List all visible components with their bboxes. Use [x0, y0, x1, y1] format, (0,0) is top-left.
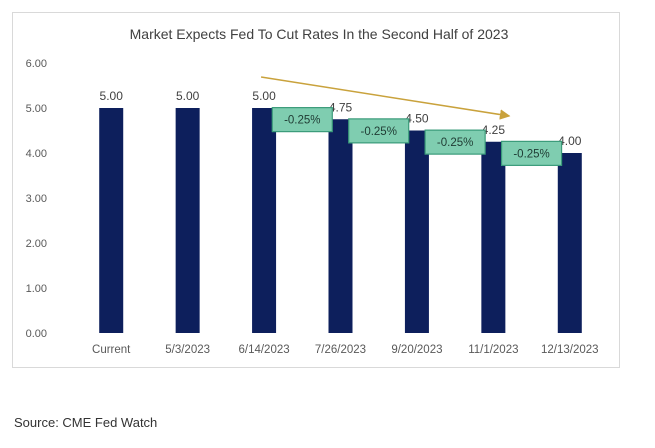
annotation-box — [348, 118, 410, 144]
x-tick-label: 11/1/2023 — [468, 344, 518, 356]
bar — [481, 141, 506, 333]
y-tick-label: 3.00 — [26, 193, 47, 205]
x-tick-label: Current — [92, 344, 131, 356]
data-label: 5.00 — [252, 89, 276, 103]
annotation-label: -0.25% — [360, 126, 396, 138]
chart-title: Market Expects Fed To Cut Rates In the S… — [130, 26, 509, 42]
x-axis: Current 5/3/2023 6/14/2023 7/26/2023 9/20/20… — [92, 344, 599, 356]
change-annotation: -0.25% — [271, 107, 333, 133]
y-axis: 0.00 1.00 2.00 3.00 4.00 5.00 6.00 — [26, 58, 47, 340]
y-tick-label: 5.00 — [26, 103, 47, 115]
y-tick-label: 4.00 — [26, 148, 47, 160]
bar — [99, 108, 124, 333]
x-tick-label: 5/3/2023 — [165, 344, 210, 356]
data-label: 4.75 — [329, 100, 353, 114]
x-tick-label: 7/26/2023 — [315, 344, 366, 356]
bar — [252, 108, 277, 333]
annotation-box — [271, 107, 333, 133]
change-annotation: -0.25% — [348, 118, 410, 144]
trend-arrow-line — [260, 76, 511, 120]
x-tick-label: 12/13/2023 — [541, 344, 599, 356]
annotation-box — [500, 140, 563, 166]
chart-frame: Market Expects Fed To Cut Rates In the S… — [12, 12, 620, 368]
bar-chart: Market Expects Fed To Cut Rates In the S… — [26, 26, 599, 356]
trend-arrow — [260, 76, 511, 120]
data-label: 4.00 — [558, 134, 582, 148]
bar-series — [99, 108, 582, 333]
change-annotation: -0.25% — [500, 140, 563, 166]
x-tick-label: 9/20/2023 — [391, 344, 442, 356]
data-label: 4.25 — [482, 123, 506, 137]
annotation-label: -0.25% — [437, 137, 473, 149]
x-tick-label: 6/14/2023 — [238, 344, 289, 356]
data-label: 5.00 — [176, 89, 200, 103]
bar — [557, 153, 582, 333]
bar — [175, 108, 200, 333]
bar — [404, 130, 429, 333]
annotations: -0.25% -0.25% -0.25% -0.25% — [271, 107, 563, 166]
data-labels: 5.00 5.00 5.00 4.75 4.50 4.25 4.00 — [100, 89, 582, 148]
annotation-box — [424, 129, 486, 155]
y-tick-label: 6.00 — [26, 58, 47, 70]
data-label: 5.00 — [100, 89, 124, 103]
y-tick-label: 1.00 — [26, 283, 47, 295]
source-note: Source: CME Fed Watch — [14, 415, 158, 430]
annotation-label: -0.25% — [284, 115, 320, 127]
bar — [328, 119, 353, 333]
y-tick-label: 0.00 — [26, 328, 47, 340]
y-tick-label: 2.00 — [26, 238, 47, 250]
change-annotation: -0.25% — [424, 129, 486, 155]
annotation-label: -0.25% — [513, 148, 549, 160]
data-label: 4.50 — [405, 112, 429, 126]
